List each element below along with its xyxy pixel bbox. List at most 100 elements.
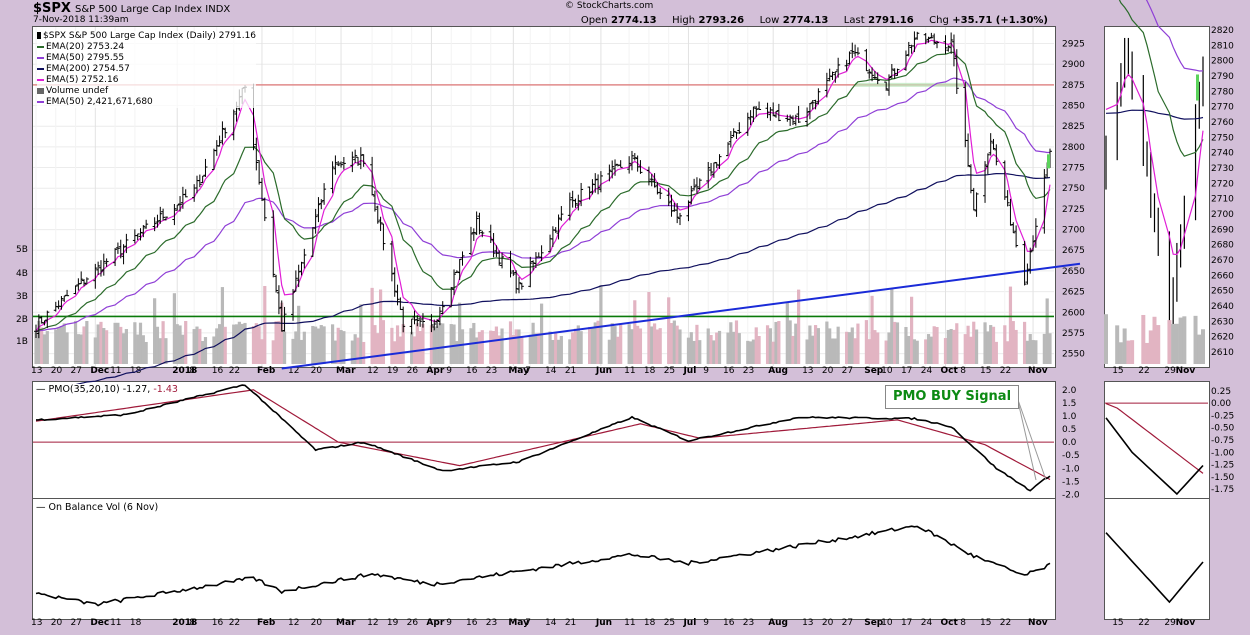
legend-price: $SPX S&P 500 Large Cap Index (Daily) 279… (37, 31, 256, 42)
x-axis-label: 26 (407, 618, 419, 628)
volume-bar (297, 305, 301, 364)
legend-volume: Volume undef (37, 86, 256, 97)
volume-bar (873, 330, 877, 364)
x-axis-label: 15 (980, 618, 991, 628)
x-axis-label: 27 (842, 618, 853, 628)
volume-bar (757, 336, 761, 364)
zoom-x-axis-label: 29 (1164, 366, 1176, 376)
volume-bar (198, 328, 202, 364)
zoom-pmo-tick-label: -0.75 (1211, 436, 1234, 446)
volume-bar (876, 332, 880, 364)
zoom-volume-bar (1152, 316, 1157, 364)
volume-bar (652, 323, 657, 364)
x-axis-label: 27 (842, 366, 853, 376)
annotation-arrow (1016, 396, 1047, 481)
volume-bar (845, 331, 849, 364)
zoom-price-tick-label: 2710 (1211, 195, 1234, 205)
x-axis-label: 10 (881, 618, 893, 628)
volume-bar (212, 336, 216, 364)
x-axis-label: 11 (624, 366, 635, 376)
volume-bar (915, 340, 919, 364)
volume-bar (37, 320, 41, 364)
volume-bar (636, 325, 640, 364)
volume-bar (972, 321, 976, 364)
x-axis-label: 22 (229, 366, 240, 376)
x-axis-label: 27 (71, 366, 82, 376)
x-axis-label: 8 (189, 366, 195, 376)
volume-bar (949, 328, 953, 364)
volume-bar (40, 327, 44, 364)
zoom-price-tick-label: 2740 (1211, 149, 1234, 159)
zoom-ema50-line (1145, 0, 1204, 72)
volume-bar (240, 323, 244, 364)
symbol: $SPX (33, 1, 71, 16)
volume-bar (576, 325, 580, 364)
zoom-volume-bar (1141, 314, 1146, 364)
volume-bar (373, 325, 377, 364)
x-axis-label: 22 (1000, 366, 1011, 376)
volume-bar (449, 324, 453, 364)
volume-bar (669, 323, 674, 364)
volume-bar (926, 334, 931, 364)
volume-bar (105, 330, 109, 364)
quote-bar: Open 2774.13 High 2793.26 Low 2774.13 La… (569, 15, 1048, 26)
volume-bar (836, 326, 840, 364)
volume-bar (952, 329, 956, 364)
volume-bar (257, 326, 261, 364)
volume-bar (729, 322, 733, 364)
volume-bar (678, 329, 682, 364)
volume-bar (452, 324, 456, 364)
volume-bar (749, 341, 753, 364)
x-axis-label: 2018 (172, 618, 197, 628)
pmo-line (35, 384, 1051, 492)
volume-bar (381, 320, 386, 364)
volume-bar (234, 324, 239, 364)
x-axis-label: 12 (288, 366, 299, 376)
volume-bar (62, 323, 66, 364)
volume-bar (884, 340, 888, 364)
zoom-volume-bar (1178, 317, 1183, 364)
volume-bar (274, 321, 278, 364)
zoom-volume-bar (1145, 342, 1150, 364)
zoom-volume-bar (1122, 328, 1127, 364)
volume-bar (559, 335, 563, 364)
x-axis-label: 16 (212, 618, 224, 628)
x-axis-label: 8 (189, 618, 195, 628)
zoom-volume-bar (1171, 323, 1176, 364)
volume-bar (797, 289, 801, 364)
volume-bar (458, 302, 462, 364)
zoom-pmo-signal-line (1105, 403, 1204, 474)
volume-bar (811, 335, 815, 364)
zoom-pmo-tick-label: -1.75 (1211, 485, 1234, 495)
volume-bar (34, 332, 38, 364)
volume-bar (932, 326, 936, 364)
volume-bar (82, 326, 86, 364)
x-axis-label: 23 (486, 618, 497, 628)
x-axis-label: 20 (311, 366, 323, 376)
volume-bar (497, 335, 501, 364)
volume-bar (158, 338, 162, 364)
volume-bar (136, 334, 140, 364)
x-axis-label: 18 (130, 618, 142, 628)
volume-bar (480, 330, 484, 364)
volume-bar (1003, 325, 1007, 364)
volume-bar (856, 323, 860, 364)
volume-bar (890, 288, 894, 364)
annotation-arrow (1016, 396, 1037, 481)
volume-bar (339, 330, 343, 364)
x-axis-label: Aug (768, 618, 788, 628)
exchange: INDX (205, 4, 231, 15)
pmo-tick-label: 2.0 (1062, 386, 1077, 396)
volume-bar (395, 325, 400, 364)
volume-bar (774, 321, 778, 364)
x-axis-label: 11 (624, 618, 635, 628)
volume-bar (816, 328, 820, 364)
volume-bar (785, 303, 789, 364)
volume-bar (966, 325, 970, 364)
x-axis-label: 9 (446, 618, 452, 628)
volume-bar (554, 333, 558, 364)
volume-bar (955, 323, 959, 364)
volume-bar (765, 325, 770, 364)
volume-bar (141, 335, 145, 364)
volume-bar (378, 289, 383, 364)
